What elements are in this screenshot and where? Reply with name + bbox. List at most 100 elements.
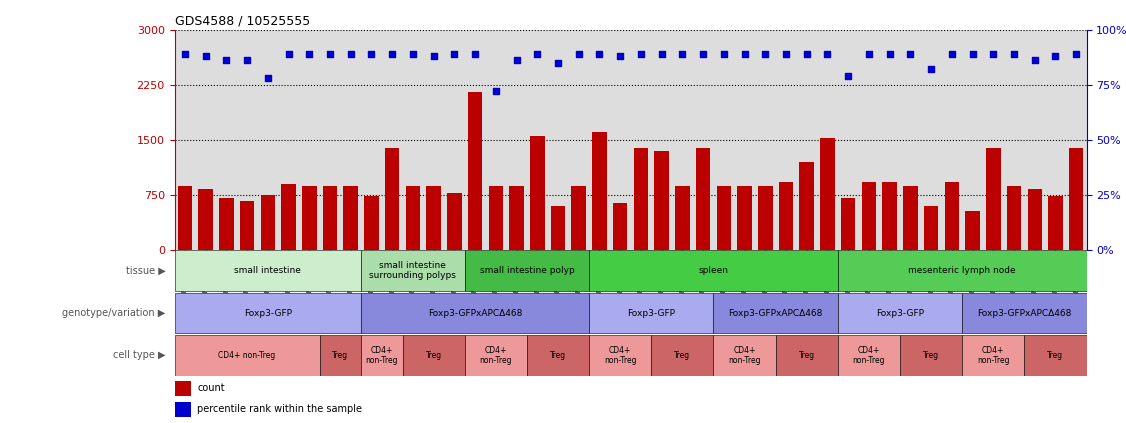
Point bbox=[632, 50, 650, 57]
Text: Treg: Treg bbox=[798, 351, 815, 360]
Bar bbox=[509, 186, 524, 250]
Text: spleen: spleen bbox=[698, 266, 729, 275]
Point bbox=[425, 52, 443, 59]
Text: Treg: Treg bbox=[426, 351, 441, 360]
Point bbox=[508, 57, 526, 64]
Text: Treg: Treg bbox=[1047, 351, 1064, 360]
Bar bbox=[820, 138, 834, 250]
Bar bbox=[696, 148, 711, 250]
Bar bbox=[676, 186, 689, 250]
Point bbox=[777, 50, 795, 57]
Text: CD4+
non-Treg: CD4+ non-Treg bbox=[480, 346, 512, 365]
Text: Treg: Treg bbox=[674, 351, 690, 360]
Point bbox=[964, 50, 982, 57]
Bar bbox=[779, 182, 794, 250]
Bar bbox=[1007, 186, 1021, 250]
Bar bbox=[592, 132, 607, 250]
Bar bbox=[1069, 148, 1083, 250]
Text: cell type ▶: cell type ▶ bbox=[113, 350, 166, 360]
Bar bbox=[589, 250, 838, 291]
Point bbox=[839, 72, 857, 79]
Bar bbox=[465, 250, 589, 291]
Bar bbox=[198, 189, 213, 250]
Bar bbox=[320, 335, 361, 376]
Bar bbox=[651, 335, 714, 376]
Bar bbox=[467, 92, 482, 250]
Text: Foxp3-GFP: Foxp3-GFP bbox=[244, 308, 292, 318]
Point bbox=[715, 50, 733, 57]
Point bbox=[1006, 50, 1024, 57]
Bar bbox=[613, 203, 627, 250]
Point bbox=[860, 50, 878, 57]
Bar bbox=[364, 196, 378, 250]
Text: Foxp3-GFP: Foxp3-GFP bbox=[876, 308, 924, 318]
Bar bbox=[1048, 196, 1063, 250]
Point bbox=[383, 50, 401, 57]
Point bbox=[673, 50, 691, 57]
Bar bbox=[361, 250, 465, 291]
Point bbox=[217, 57, 235, 64]
Bar bbox=[175, 293, 361, 333]
Text: genotype/variation ▶: genotype/variation ▶ bbox=[62, 308, 166, 318]
Bar bbox=[883, 182, 897, 250]
Point bbox=[321, 50, 339, 57]
Point bbox=[570, 50, 588, 57]
Text: Treg: Treg bbox=[549, 351, 566, 360]
Bar bbox=[716, 186, 731, 250]
Bar bbox=[489, 186, 503, 250]
Bar bbox=[465, 335, 527, 376]
Bar bbox=[714, 293, 838, 333]
Bar bbox=[1028, 189, 1042, 250]
Bar bbox=[589, 335, 651, 376]
Point bbox=[1067, 50, 1085, 57]
Text: small intestine
surrounding polyps: small intestine surrounding polyps bbox=[369, 261, 456, 280]
Bar bbox=[527, 335, 589, 376]
Point bbox=[735, 50, 753, 57]
Text: mesenteric lymph node: mesenteric lymph node bbox=[909, 266, 1016, 275]
Text: CD4+
non-Treg: CD4+ non-Treg bbox=[366, 346, 399, 365]
Text: Foxp3-GFPxAPCΔ468: Foxp3-GFPxAPCΔ468 bbox=[977, 308, 1072, 318]
Bar bbox=[385, 148, 400, 250]
Point bbox=[757, 50, 775, 57]
Bar bbox=[1025, 335, 1087, 376]
Bar bbox=[405, 186, 420, 250]
Text: small intestine polyp: small intestine polyp bbox=[480, 266, 574, 275]
Point bbox=[301, 50, 319, 57]
Point bbox=[404, 50, 422, 57]
Point bbox=[446, 50, 464, 57]
Bar bbox=[175, 381, 191, 396]
Bar bbox=[530, 136, 545, 250]
Point bbox=[363, 50, 381, 57]
Bar bbox=[361, 335, 403, 376]
Bar bbox=[260, 195, 275, 250]
Point bbox=[881, 50, 899, 57]
Point bbox=[922, 66, 940, 73]
Point bbox=[466, 50, 484, 57]
Point bbox=[238, 57, 256, 64]
Text: GDS4588 / 10525555: GDS4588 / 10525555 bbox=[175, 14, 310, 27]
Bar bbox=[361, 293, 589, 333]
Bar bbox=[634, 148, 649, 250]
Bar bbox=[838, 250, 1087, 291]
Bar bbox=[403, 335, 465, 376]
Bar bbox=[302, 186, 316, 250]
Bar bbox=[965, 212, 980, 250]
Bar bbox=[963, 335, 1025, 376]
Bar bbox=[175, 250, 361, 291]
Bar bbox=[175, 402, 191, 417]
Text: count: count bbox=[197, 383, 225, 393]
Bar bbox=[551, 206, 565, 250]
Bar bbox=[738, 186, 752, 250]
Text: CD4+ non-Treg: CD4+ non-Treg bbox=[218, 351, 276, 360]
Bar bbox=[427, 186, 441, 250]
Bar bbox=[776, 335, 838, 376]
Point bbox=[942, 50, 960, 57]
Bar bbox=[175, 335, 320, 376]
Point bbox=[1046, 52, 1064, 59]
Text: Treg: Treg bbox=[332, 351, 348, 360]
Text: CD4+
non-Treg: CD4+ non-Treg bbox=[977, 346, 1010, 365]
Point bbox=[279, 50, 297, 57]
Bar bbox=[861, 182, 876, 250]
Bar bbox=[903, 186, 918, 250]
Text: Foxp3-GFP: Foxp3-GFP bbox=[627, 308, 676, 318]
